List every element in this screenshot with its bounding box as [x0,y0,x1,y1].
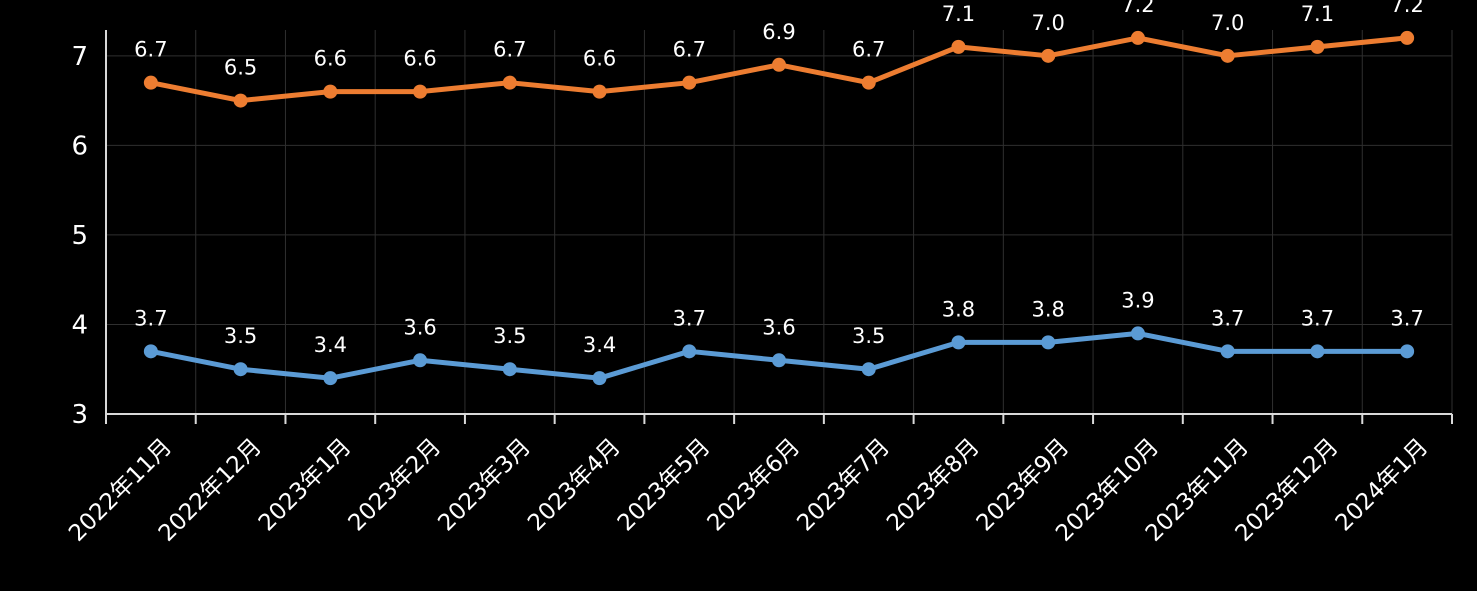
axes: 345672022年11月2022年12月2023年1月2023年2月2023年… [64,30,1453,547]
y-tick-label: 4 [71,310,88,340]
data-label: 6.7 [673,38,706,62]
data-point [233,362,248,377]
data-label: 3.7 [673,306,706,330]
data-point [413,84,428,99]
data-label: 3.7 [1211,306,1244,330]
data-point [1310,39,1325,54]
data-label: 3.8 [942,297,975,321]
x-tick-label: 2023年5月 [613,434,716,537]
data-point [1220,344,1235,359]
data-point [951,39,966,54]
data-point [143,344,158,359]
data-point [143,75,158,90]
x-tick-label: 2023年4月 [523,434,626,537]
x-tick-label: 2024年1月 [1331,434,1434,537]
data-point [1400,344,1415,359]
data-label: 3.6 [762,315,795,339]
data-label: 7.2 [1121,0,1154,17]
x-tick-label: 2023年1月 [254,434,357,537]
data-point [682,75,697,90]
data-point [502,362,517,377]
data-point [592,84,607,99]
data-label: 7.1 [942,2,975,26]
data-point [233,93,248,108]
data-labels: 6.7 6.5 6.6 6.6 6.7 6.6 6.7 6.9 6.7 7.1 7.0 7.2 7.0 7… [134,0,1424,357]
x-tick-label: 2023年2月 [344,434,447,537]
data-label: 6.6 [583,47,616,71]
data-label: 7.1 [1301,2,1334,26]
y-tick-label: 5 [71,221,88,251]
y-tick-label: 6 [71,131,88,161]
data-point [502,75,517,90]
data-label: 6.6 [403,47,436,71]
data-label: 3.4 [314,333,347,357]
data-label: 6.9 [762,20,795,44]
data-label: 3.5 [224,324,257,348]
data-label: 3.4 [583,333,616,357]
x-tick-label: 2023年3月 [433,434,536,537]
data-label: 3.9 [1121,288,1154,312]
data-label: 7.0 [1031,11,1064,35]
y-tick-label: 3 [71,400,88,430]
data-point [323,84,338,99]
data-point [772,57,786,72]
data-point [1041,335,1056,350]
data-label: 3.5 [493,324,526,348]
data-label: 3.7 [134,306,167,330]
data-point [682,344,697,359]
data-label: 6.7 [852,38,885,62]
data-point [323,371,338,386]
data-point [1041,48,1056,63]
data-point [1130,326,1145,341]
x-tick-label: 2023年8月 [882,434,985,537]
data-label: 6.7 [493,38,526,62]
x-tick-label: 2023年7月 [792,434,895,537]
data-point [1400,30,1415,45]
data-label: 3.6 [403,315,436,339]
data-label: 6.7 [134,38,167,62]
data-label: 3.7 [1390,306,1423,330]
data-label: 3.7 [1301,306,1334,330]
data-point [413,353,428,368]
data-point [1130,30,1145,45]
data-label: 3.5 [852,324,885,348]
data-point [1310,344,1325,359]
data-label: 6.5 [224,56,257,80]
y-tick-label: 7 [71,42,88,72]
data-point [592,371,607,386]
data-label: 7.2 [1390,0,1423,17]
data-point [861,362,876,377]
series-group [143,30,1415,386]
data-point [772,353,786,368]
data-point [951,335,966,350]
x-tick-label: 2023年6月 [703,434,806,537]
data-label: 6.6 [314,47,347,71]
data-point [1220,48,1235,63]
data-label: 7.0 [1211,11,1244,35]
data-point [861,75,876,90]
data-label: 3.8 [1031,297,1064,321]
